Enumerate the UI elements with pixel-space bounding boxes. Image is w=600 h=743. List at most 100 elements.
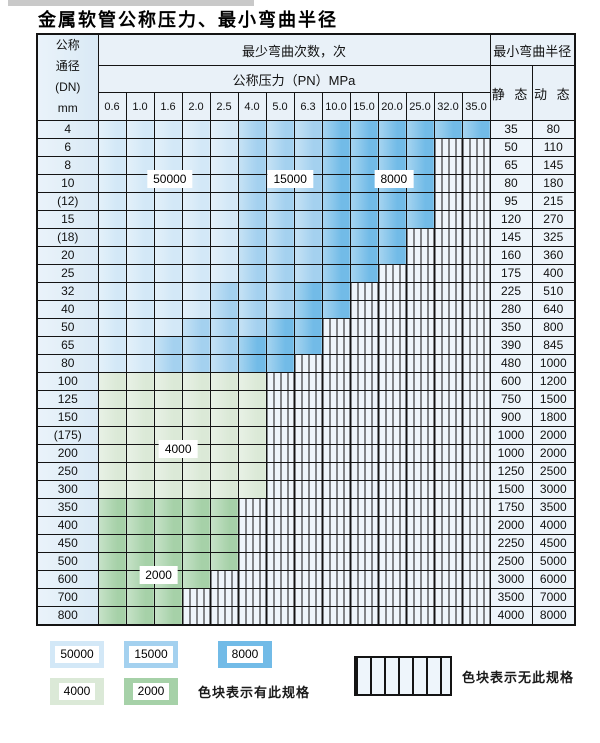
grid-cell-no-spec [321,318,351,337]
table-row: 200 1000 2000 [36,444,576,463]
grid-cell-4000 [153,372,183,391]
grid-cell-no-spec [377,372,407,391]
grid-cell-8000 [321,264,351,283]
table-row: 500 2500 5000 [36,552,576,571]
grid-cell-2000 [181,498,211,517]
grid-cell-no-spec [433,462,463,481]
grid-cell-15000 [237,210,267,229]
grid-cell-no-spec [265,552,295,571]
grid-cell-no-spec [349,390,379,409]
grid-cell-no-spec [461,210,491,229]
grid-cell-no-spec [237,588,267,607]
dynamic-value-cell: 145 [531,156,576,175]
static-value-cell: 4000 [489,606,533,626]
grid-cell-no-spec [321,426,351,445]
grid-cell-15000 [209,282,239,301]
grid-cell-50000 [125,246,155,265]
table-row: 800 4000 8000 [36,606,576,626]
grid-cell-4000 [237,408,267,427]
grid-cell-no-spec [293,372,323,391]
legend-swatch-2000: 2000 [124,678,178,705]
dn-cell: 250 [36,462,99,481]
grid-cell-no-spec [265,516,295,535]
grid-cell-8000 [321,192,351,211]
grid-cell-2000 [181,516,211,535]
dn-cell: 450 [36,534,99,553]
dn-cell: 32 [36,282,99,301]
grid-cell-no-spec [349,498,379,517]
grid-cell-50000 [181,120,211,139]
grid-cell-no-spec [377,300,407,319]
zone-label-15000: 15000 [267,170,313,188]
table-row: 700 3500 7000 [36,588,576,607]
grid-cell-no-spec [433,156,463,175]
grid-cell-4000 [237,480,267,499]
dynamic-value-cell: 325 [531,228,576,247]
grid-cell-no-spec [461,480,491,499]
grid-cell-no-spec [461,444,491,463]
grid-cell-50000 [125,318,155,337]
grid-cell-50000 [125,264,155,283]
grid-cell-no-spec [321,516,351,535]
grid-cell-8000 [405,138,435,157]
static-value-cell: 350 [489,318,533,337]
hatch-swatch [354,656,452,696]
grid-cell-no-spec [405,336,435,355]
dynamic-value-cell: 800 [531,318,576,337]
dynamic-value-cell: 510 [531,282,576,301]
dynamic-value-cell: 2000 [531,444,576,463]
grid-cell-50000 [97,282,127,301]
grid-cell-4000 [181,480,211,499]
grid-cell-2000 [153,606,183,626]
grid-cell-no-spec [377,282,407,301]
grid-cell-no-spec [405,246,435,265]
grid-cell-4000 [97,444,127,463]
pressure-col-header: 4.0 [237,92,267,121]
dynamic-value-cell: 640 [531,300,576,319]
grid-cell-no-spec [293,570,323,589]
grid-cell-no-spec [349,318,379,337]
grid-cell-no-spec [349,588,379,607]
grid-cell-no-spec [461,588,491,607]
dn-cell: 200 [36,444,99,463]
zone-label-2000: 2000 [139,566,178,584]
grid-cell-50000 [97,300,127,319]
grid-cell-no-spec [461,156,491,175]
dn-cell: 20 [36,246,99,265]
dn-cell: 350 [36,498,99,517]
static-value-cell: 145 [489,228,533,247]
grid-cell-4000 [181,408,211,427]
dynamic-value-cell: 845 [531,336,576,355]
grid-cell-no-spec [237,498,267,517]
grid-cell-no-spec [461,192,491,211]
dynamic-value-cell: 270 [531,210,576,229]
grid-cell-no-spec [321,354,351,373]
grid-cell-8000 [377,138,407,157]
table-row: 20 160 360 [36,246,576,265]
grid-cell-no-spec [461,570,491,589]
grid-cell-no-spec [433,570,463,589]
dn-cell: (175) [36,426,99,445]
dynamic-value-cell: 2500 [531,462,576,481]
grid-cell-4000 [97,372,127,391]
static-value-cell: 1000 [489,444,533,463]
grid-cell-4000 [209,444,239,463]
grid-cell-50000 [209,120,239,139]
static-value-cell: 65 [489,156,533,175]
grid-cell-15000 [293,138,323,157]
grid-cell-no-spec [433,516,463,535]
dn-cell: 80 [36,354,99,373]
grid-cell-no-spec [349,372,379,391]
grid-cell-8000 [321,300,351,319]
grid-cell-no-spec [377,426,407,445]
pressure-col-header: 15.0 [349,92,379,121]
dn-column-header: 公称 通径 (DN) mm [36,33,99,121]
grid-cell-50000 [125,354,155,373]
grid-cell-8000 [293,282,323,301]
grid-cell-no-spec [237,552,267,571]
dynamic-value-cell: 3500 [531,498,576,517]
dn-cell: 600 [36,570,99,589]
grid-cell-no-spec [321,588,351,607]
grid-cell-no-spec [405,462,435,481]
grid-cell-4000 [125,462,155,481]
